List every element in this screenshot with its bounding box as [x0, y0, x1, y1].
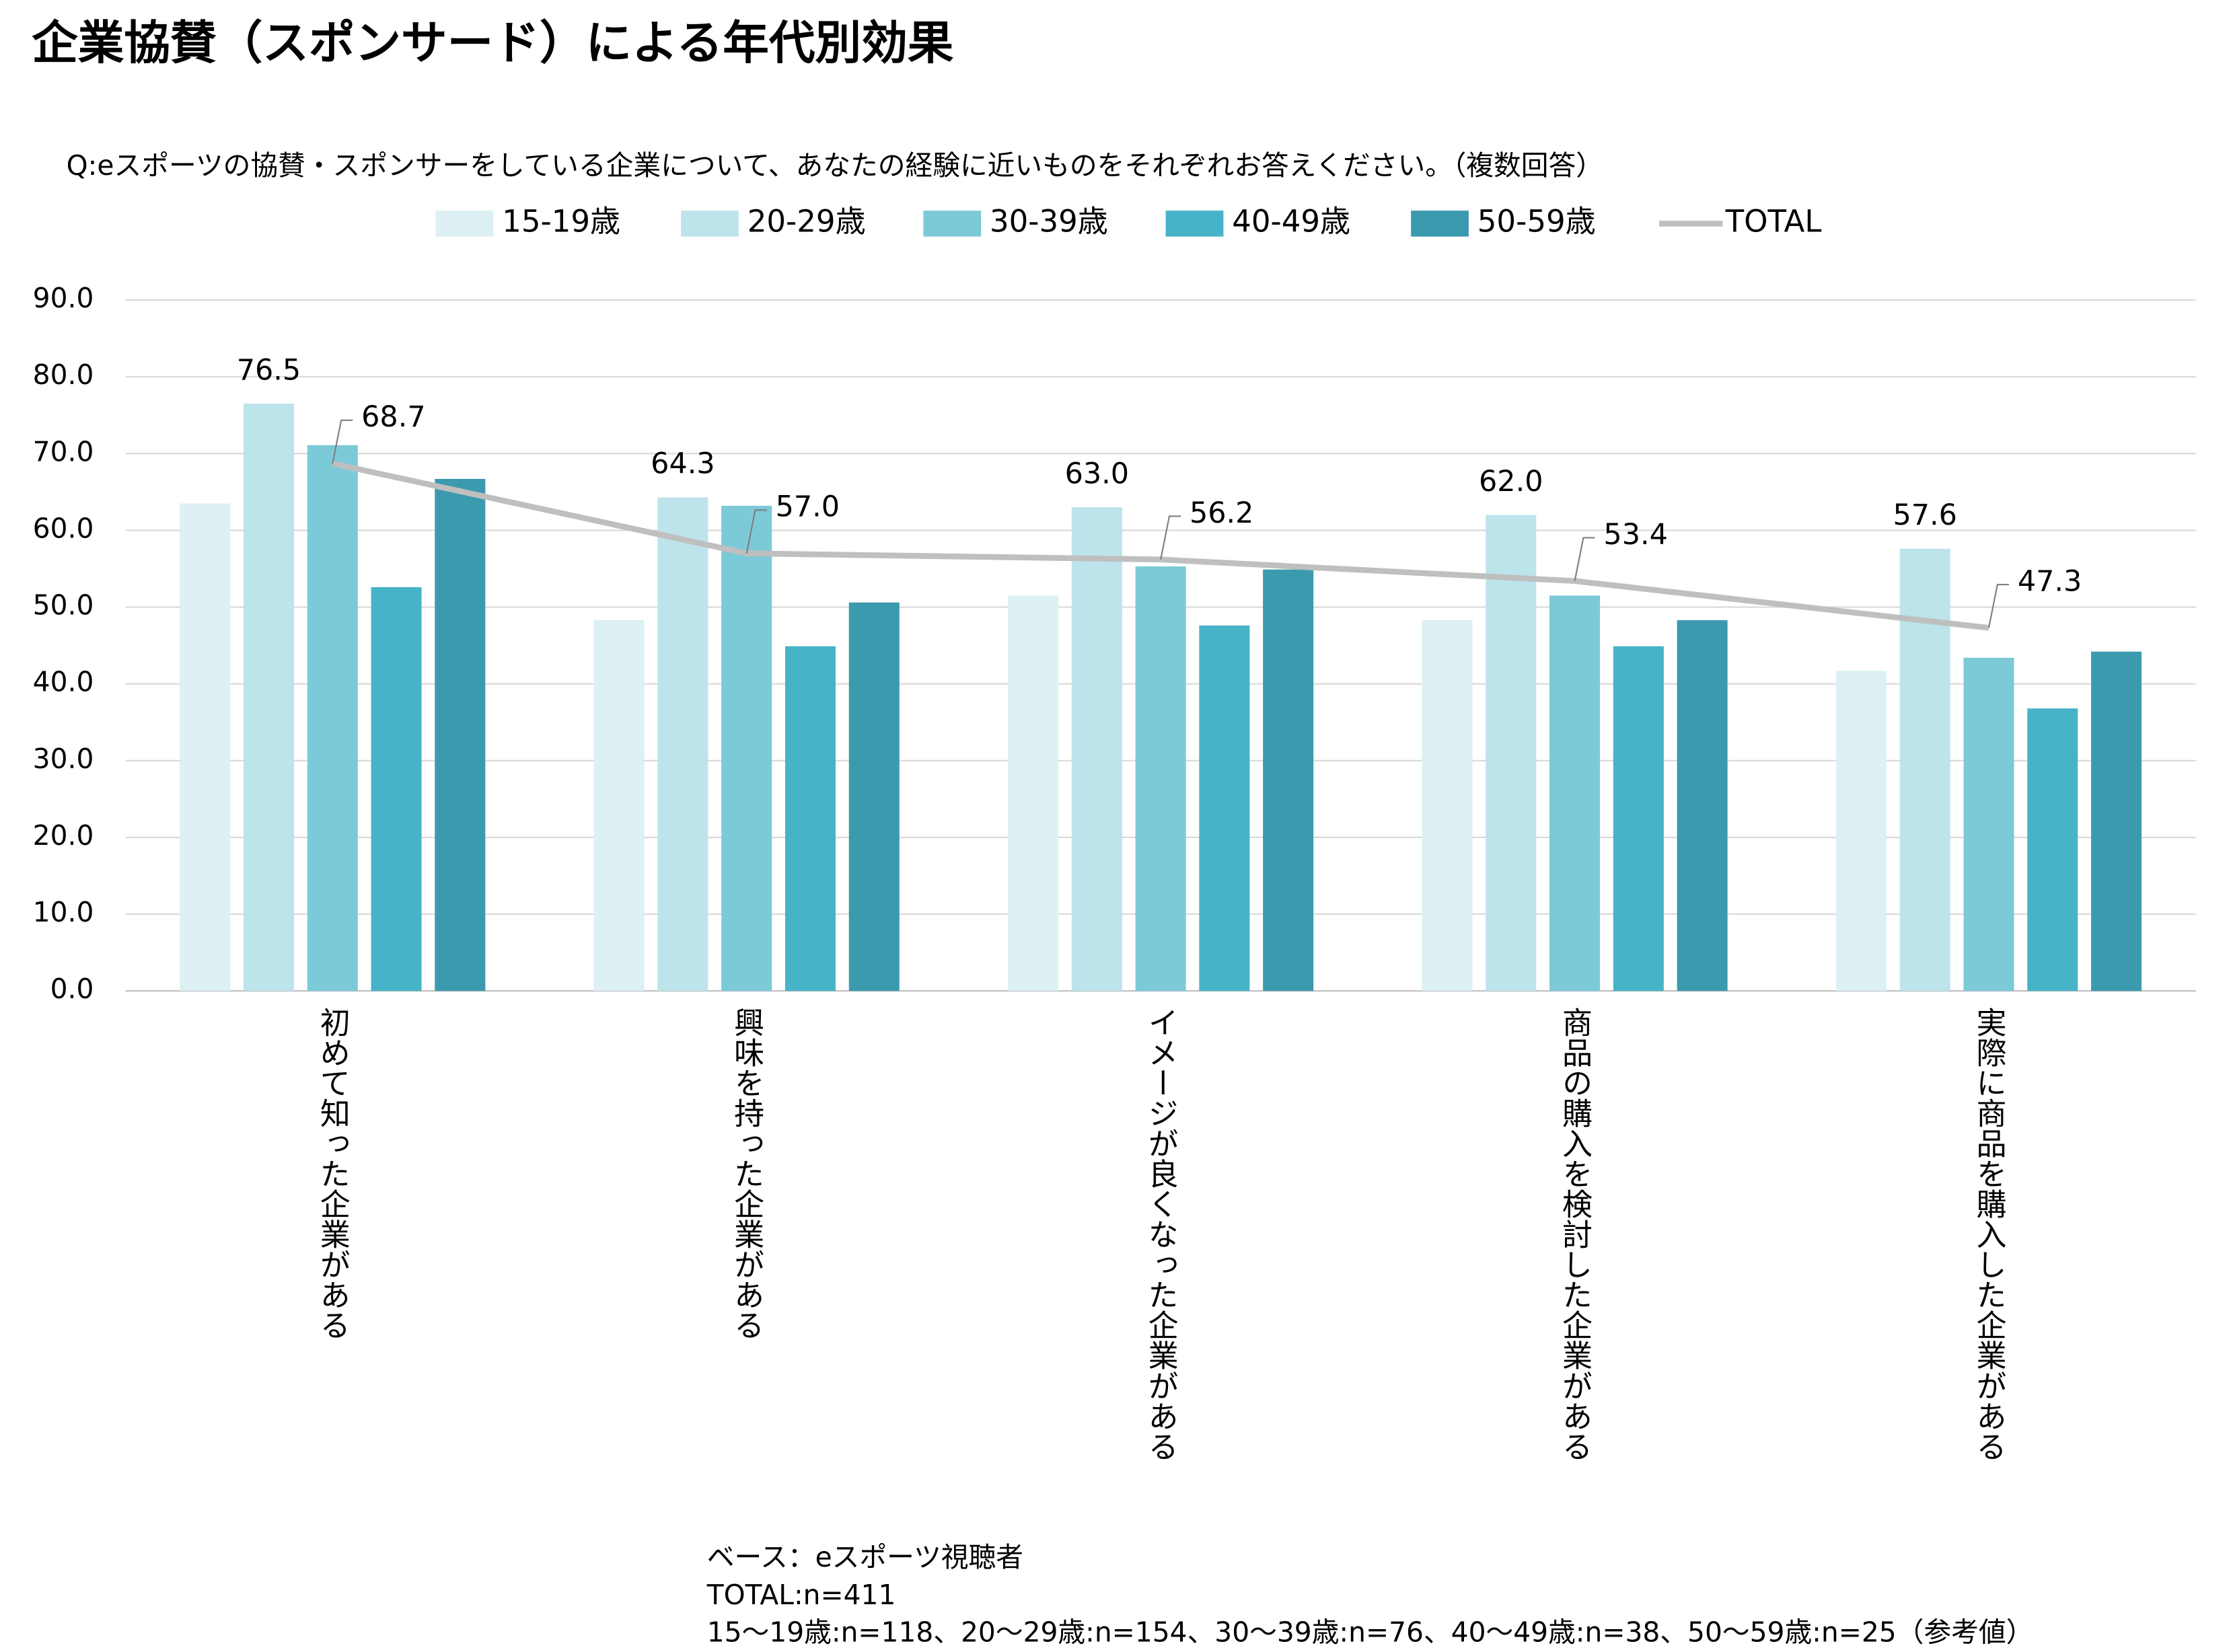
value-label: 56.2	[1190, 496, 1253, 530]
legend-label: 50-59歳	[1477, 203, 1596, 239]
bar	[1135, 566, 1186, 991]
bar	[180, 503, 231, 991]
value-label: 57.0	[776, 490, 840, 524]
bar	[1422, 620, 1473, 991]
value-label: 47.3	[2018, 564, 2082, 598]
x-tick-label: 実際に商品を購入した企業がある	[1971, 1007, 2006, 1461]
label-leader	[1574, 537, 1595, 581]
bar	[435, 478, 486, 991]
note: ベース：eスポーツ視聴者	[707, 1541, 1023, 1573]
y-tick-label: 90.0	[33, 282, 94, 314]
label-leader	[1987, 583, 2009, 628]
bar	[1835, 671, 1887, 991]
bar	[657, 497, 708, 991]
legend-label: TOTAL	[1725, 203, 1822, 239]
value-label: 76.5	[237, 353, 301, 387]
bar	[593, 620, 645, 991]
y-tick-label: 50.0	[33, 589, 94, 622]
bar	[2027, 708, 2078, 991]
y-tick-label: 20.0	[33, 819, 94, 852]
bar	[1549, 595, 1601, 991]
y-tick-label: 10.0	[33, 896, 94, 928]
note: TOTAL:n=411	[706, 1579, 896, 1611]
y-tick-label: 80.0	[33, 359, 94, 391]
value-label: 64.3	[651, 447, 715, 481]
bar	[1963, 657, 2014, 991]
value-label: 62.0	[1479, 465, 1543, 498]
x-tick-label: 初めて知った企業がある	[315, 1007, 351, 1340]
legend-swatch	[923, 211, 982, 237]
y-tick-label: 0.0	[50, 973, 94, 1005]
label-leader	[745, 509, 767, 554]
bar	[2091, 651, 2142, 991]
bar	[784, 646, 836, 991]
bar	[1486, 515, 1537, 991]
legend-label: 20-29歳	[747, 203, 866, 239]
value-label: 57.6	[1893, 498, 1957, 532]
legend-swatch	[1165, 211, 1224, 237]
x-tick-label: 興味を持った企業がある	[729, 1007, 764, 1340]
bar	[721, 505, 772, 991]
legend-label: 15-19歳	[502, 203, 620, 239]
bar	[243, 404, 295, 991]
legend-swatch	[435, 211, 494, 237]
y-tick-label: 40.0	[33, 666, 94, 698]
bar	[1199, 625, 1250, 991]
legend-swatch	[1411, 211, 1469, 237]
legend-label: 40-49歳	[1232, 203, 1350, 239]
y-tick-label: 70.0	[33, 435, 94, 467]
value-label: 53.4	[1603, 518, 1667, 552]
chart-subtitle: Q:eスポーツの協賛・スポンサーをしている企業について、あなたの経験に近いものを…	[67, 149, 1603, 182]
x-tick-label: イメージが良くなった企業がある	[1143, 1007, 1179, 1461]
y-tick-label: 30.0	[33, 743, 94, 775]
label-leader	[1160, 515, 1181, 560]
bar	[1008, 595, 1059, 991]
bar	[1899, 548, 1950, 991]
bar	[1613, 646, 1664, 991]
bar	[307, 445, 358, 991]
note: 15〜19歳:n=118、20〜29歳:n=154、30〜39歳:n=76、40…	[707, 1616, 2034, 1649]
legend-swatch	[681, 211, 739, 237]
bar	[1677, 620, 1728, 991]
chart-title: 企業協賛（スポンサード）による年代別効果	[32, 17, 954, 71]
y-tick-label: 60.0	[33, 512, 94, 544]
label-leader	[332, 419, 353, 464]
value-label: 68.7	[361, 400, 425, 434]
value-label: 63.0	[1065, 457, 1129, 491]
bar	[1071, 507, 1122, 991]
bar	[371, 587, 422, 991]
x-tick-label: 商品の購入を検討した企業がある	[1557, 1007, 1593, 1461]
bar	[1263, 569, 1314, 991]
bar	[848, 602, 900, 991]
legend-label: 30-39歳	[990, 203, 1108, 239]
